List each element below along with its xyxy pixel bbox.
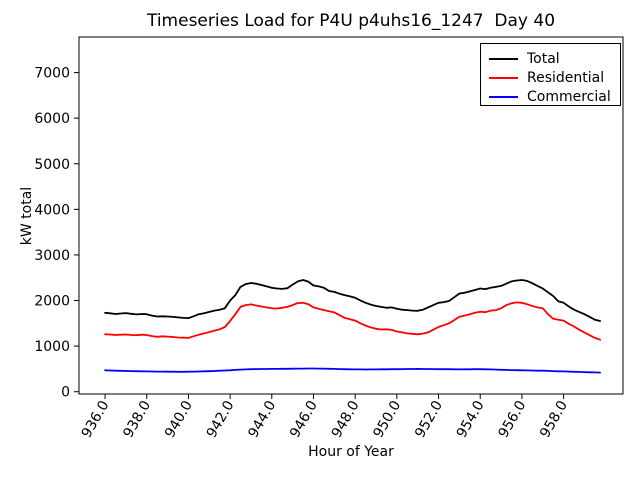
x-tick-label: 936.0 bbox=[79, 398, 113, 441]
x-tick-label: 958.0 bbox=[537, 398, 571, 441]
y-tick-label: 4000 bbox=[34, 202, 70, 218]
legend-item-residential: Residential bbox=[489, 68, 620, 87]
chart-title: Timeseries Load for P4U p4uhs16_1247 Day… bbox=[146, 11, 556, 31]
x-tick-label: 940.0 bbox=[162, 398, 196, 441]
x-tick-label: 944.0 bbox=[245, 398, 279, 441]
x-tick-label: 950.0 bbox=[370, 398, 404, 441]
x-tick-label: 948.0 bbox=[329, 398, 363, 441]
x-tick-label: 952.0 bbox=[412, 398, 446, 441]
x-tick-label: 946.0 bbox=[287, 398, 321, 441]
legend-swatch bbox=[489, 95, 518, 98]
legend-label: Commercial bbox=[527, 88, 611, 105]
x-tick-label: 956.0 bbox=[495, 398, 529, 441]
legend-label: Total bbox=[527, 50, 560, 67]
y-tick-label: 6000 bbox=[34, 111, 70, 127]
legend-item-commercial: Commercial bbox=[489, 87, 620, 106]
y-tick-label: 1000 bbox=[34, 339, 70, 355]
legend: Total Residential Commercial bbox=[480, 43, 621, 106]
y-tick-label: 7000 bbox=[34, 66, 70, 82]
y-tick-label: 0 bbox=[61, 385, 70, 401]
x-tick-label: 942.0 bbox=[204, 398, 238, 441]
y-tick-label: 3000 bbox=[34, 248, 70, 264]
x-tick-label: 954.0 bbox=[454, 398, 488, 441]
series-line-total bbox=[104, 279, 601, 322]
x-tick-label: 938.0 bbox=[120, 398, 154, 441]
legend-swatch bbox=[489, 76, 518, 79]
y-tick-label: 5000 bbox=[34, 157, 70, 173]
series-line-commercial bbox=[104, 367, 601, 374]
y-tick-label: 2000 bbox=[34, 294, 70, 310]
axes-spines bbox=[78, 36, 624, 395]
legend-label: Residential bbox=[527, 69, 605, 86]
x-axis-label: Hour of Year bbox=[308, 444, 394, 460]
legend-item-total: Total bbox=[489, 49, 620, 68]
series-line-residential bbox=[104, 301, 601, 341]
legend-swatch bbox=[489, 57, 518, 60]
